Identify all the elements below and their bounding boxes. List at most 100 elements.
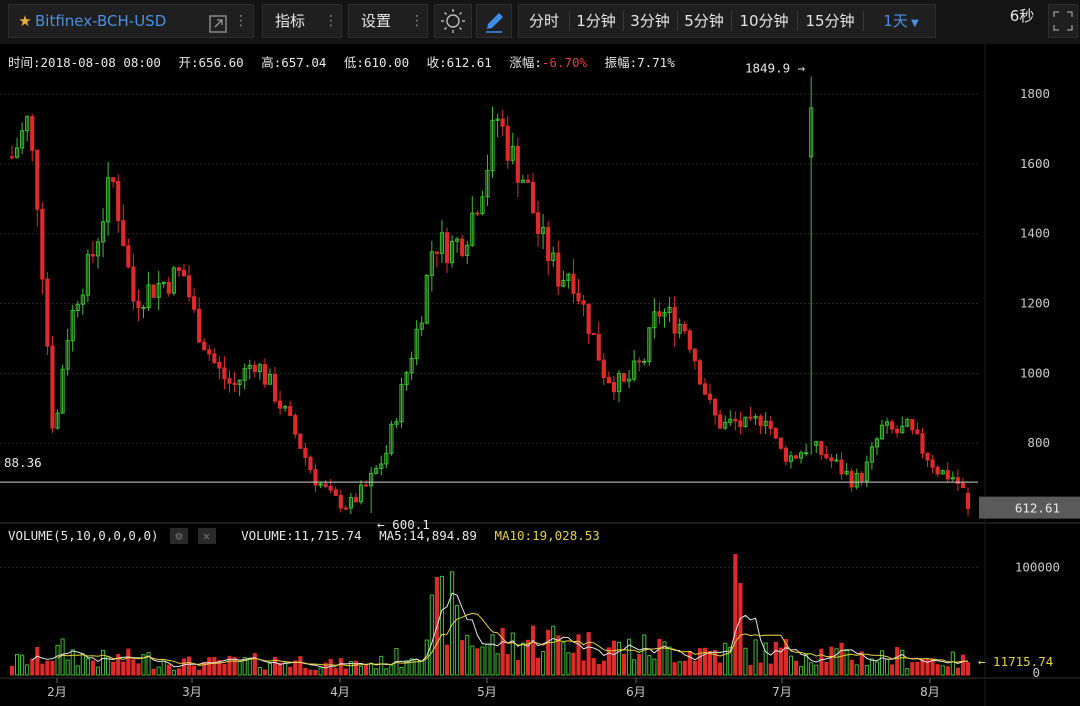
pencil-icon[interactable] [477, 5, 511, 37]
low-label: 低: [343, 55, 364, 70]
volume-bar [824, 661, 829, 676]
candle-body [525, 179, 531, 183]
volume-bar [313, 669, 318, 676]
interval-button[interactable]: 3分钟 [630, 12, 670, 30]
close-value: 612.61 [446, 55, 492, 70]
price-tick-label: 1000 [1020, 365, 1050, 380]
volume-bar [80, 653, 85, 676]
candle-body [475, 212, 480, 215]
indicators-label[interactable]: 指标 [274, 12, 305, 30]
interval-active-dropdown[interactable]: 1天 ▼ [883, 12, 919, 30]
candle-body [874, 438, 880, 448]
volume-bar [65, 659, 70, 676]
volume-bar [293, 660, 298, 676]
volume-bar [267, 663, 273, 676]
candle-body [910, 418, 915, 431]
candle-body [192, 296, 197, 310]
last-price-tag [979, 496, 1080, 519]
fullscreen-button[interactable] [1048, 4, 1078, 38]
volume-bar [318, 667, 323, 676]
candle-body [267, 373, 273, 385]
volume-bar [940, 665, 945, 676]
candle-body [222, 367, 227, 380]
candle-body [809, 107, 814, 158]
volume-bar [662, 641, 667, 676]
volume-bar [844, 649, 849, 676]
favorite-star-icon[interactable]: ★ [18, 12, 32, 30]
volume-close-icon[interactable]: ✕ [197, 528, 216, 544]
interval-separator [731, 11, 732, 31]
indicators-menu-dots-icon[interactable]: ⋮ [324, 13, 338, 29]
candle-body [283, 406, 288, 409]
volume-bar [35, 647, 40, 676]
fullscreen-icon[interactable] [1049, 5, 1077, 37]
volume-bar [733, 553, 738, 676]
volume-bar [257, 667, 262, 676]
settings-menu-dots-icon[interactable]: ⋮ [410, 13, 424, 29]
volume-bar [197, 669, 202, 676]
candle-body [121, 220, 126, 247]
volume-bar [525, 639, 531, 676]
theme-toggle-button[interactable] [434, 4, 472, 38]
volume-bar [171, 669, 176, 676]
volume-bar [854, 664, 859, 676]
volume-bar [95, 666, 101, 676]
settings-label[interactable]: 设置 [360, 12, 391, 30]
candle-body [323, 483, 328, 488]
candle-body [642, 360, 647, 363]
volume-bar [25, 664, 30, 676]
volume-bar [895, 647, 900, 676]
price-tick-label: 1200 [1020, 295, 1050, 310]
candle-body [237, 379, 242, 385]
volume-bar [586, 632, 591, 676]
volume-bar [414, 659, 419, 676]
candle-body [242, 367, 247, 381]
symbol-selector[interactable]: ★ Bitfinex-BCH-USD ⋮ [8, 4, 254, 38]
interval-button[interactable]: 分时 [528, 12, 559, 30]
volume-bar [965, 661, 971, 676]
volume-settings-gear-icon[interactable]: ⚙ [170, 528, 189, 544]
candle-body [834, 459, 839, 462]
popout-icon[interactable] [205, 5, 231, 37]
volume-bar [551, 625, 556, 676]
volume-bar [707, 651, 713, 676]
x-tick-label: 2月 [47, 685, 67, 699]
sun-icon[interactable] [435, 5, 471, 37]
refresh-interval[interactable]: 6秒 [1009, 7, 1035, 25]
settings-button[interactable]: 设置 ⋮ [348, 4, 428, 38]
symbol-name[interactable]: Bitfinex-BCH-USD [35, 12, 167, 30]
candle-body [30, 116, 35, 151]
volume-bar [45, 660, 50, 676]
volume-bar [859, 651, 864, 676]
candle-body [141, 306, 146, 309]
volume-bar [20, 654, 25, 676]
candle-body [718, 414, 723, 429]
volume-bar [202, 661, 207, 676]
interval-button[interactable]: 15分钟 [805, 12, 855, 30]
interval-separator [569, 11, 570, 31]
amplitude-label: 振幅: [604, 55, 638, 70]
close-label: 收: [426, 55, 447, 70]
candle-body [890, 421, 895, 430]
candle-body [702, 383, 708, 395]
volume-bar [561, 642, 566, 676]
draw-tool-button[interactable] [476, 4, 512, 38]
volume-bar [212, 657, 217, 676]
volume-bar [323, 662, 328, 676]
symbol-menu-dots-icon[interactable]: ⋮ [234, 13, 248, 29]
price-tick-label: 800 [1027, 435, 1050, 450]
interval-button[interactable]: 10分钟 [739, 12, 789, 30]
volume-bar [879, 650, 885, 676]
x-tick-label: 4月 [330, 685, 350, 699]
interval-button[interactable]: 1分钟 [576, 12, 616, 30]
volume-bar [364, 664, 369, 676]
interval-button[interactable]: 5分钟 [684, 12, 724, 30]
candle-body [176, 267, 181, 271]
volume-bar [222, 663, 227, 676]
candle-body [844, 470, 849, 475]
volume-bar [384, 668, 389, 676]
candle-body [262, 364, 267, 385]
high-label: 高: [261, 55, 282, 70]
indicators-button[interactable]: 指标 ⋮ [262, 4, 342, 38]
